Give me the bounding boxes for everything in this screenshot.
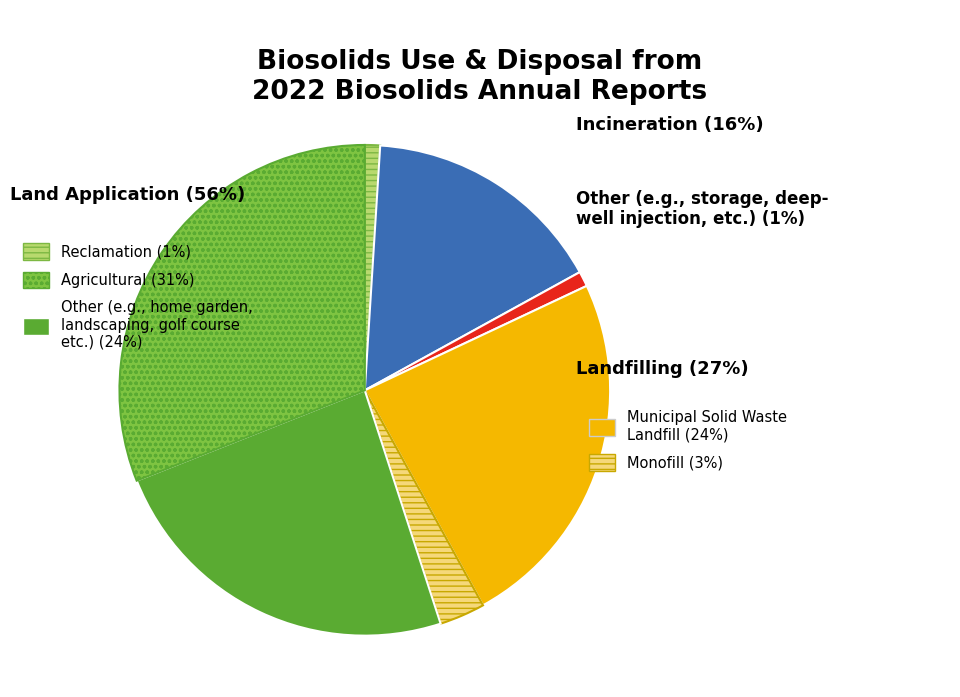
Wedge shape <box>119 145 365 481</box>
Wedge shape <box>365 390 483 624</box>
Text: Biosolids Use & Disposal from
2022 Biosolids Annual Reports: Biosolids Use & Disposal from 2022 Bioso… <box>252 49 708 105</box>
Legend: Reclamation (1%), Agricultural (31%), Other (e.g., home garden,
landscaping, gol: Reclamation (1%), Agricultural (31%), Ot… <box>17 237 258 355</box>
Text: Incineration (16%): Incineration (16%) <box>576 116 763 135</box>
Text: Other (e.g., storage, deep-
well injection, etc.) (1%): Other (e.g., storage, deep- well injecti… <box>576 190 828 229</box>
Wedge shape <box>365 145 380 390</box>
Wedge shape <box>365 272 587 390</box>
Wedge shape <box>365 286 611 605</box>
Text: Land Application (56%): Land Application (56%) <box>10 186 245 204</box>
Wedge shape <box>365 146 580 390</box>
Text: Landfilling (27%): Landfilling (27%) <box>576 360 749 378</box>
Wedge shape <box>136 390 441 636</box>
Legend: Municipal Solid Waste
Landfill (24%), Monofill (3%): Municipal Solid Waste Landfill (24%), Mo… <box>584 404 793 477</box>
